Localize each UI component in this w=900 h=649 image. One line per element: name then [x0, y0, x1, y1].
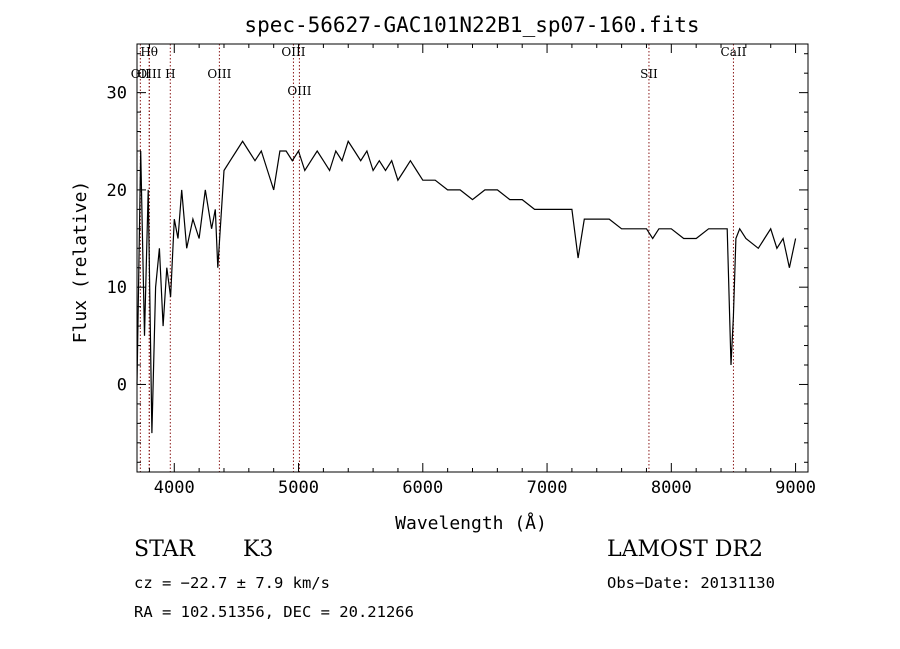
coordinates: RA = 102.51356, DEC = 20.21266: [134, 603, 414, 621]
line-marker-label: OIII: [137, 67, 161, 81]
line-marker-label: OIII: [281, 45, 305, 59]
x-tick-label: 9000: [775, 478, 816, 498]
x-tick-label: 5000: [278, 478, 319, 498]
line-marker-label: H: [165, 67, 175, 81]
line-marker-label: SII: [640, 67, 658, 81]
object-class: STAR: [134, 537, 195, 562]
spectrum-line: [136, 139, 797, 434]
plot-area: [136, 139, 797, 434]
y-tick-label: 0: [117, 375, 127, 395]
line-marker-label: OII: [131, 67, 151, 81]
obs-date: Obs−Date: 20131130: [607, 574, 775, 592]
x-tick-label: 4000: [154, 478, 195, 498]
x-tick-label: 6000: [402, 478, 443, 498]
x-tick-label: 7000: [527, 478, 568, 498]
survey-label: LAMOST DR2: [607, 537, 763, 562]
line-marker-label: OIII: [207, 67, 231, 81]
line-marker-label: CaII: [721, 45, 747, 59]
chart-title: spec-56627-GAC101N22B1_sp07-160.fits: [244, 13, 699, 37]
y-tick-label: 30: [107, 84, 127, 104]
line-marker-label: OIII: [287, 84, 311, 98]
redshift-cz: cz = −22.7 ± 7.9 km/s: [134, 574, 330, 592]
y-tick-label: 20: [107, 181, 127, 201]
y-tick-label: 10: [107, 278, 127, 298]
x-tick-label: 8000: [651, 478, 692, 498]
x-axis-label: Wavelength (Å): [395, 512, 547, 534]
plot-frame: [136, 43, 809, 473]
y-axis-label: Flux (relative): [70, 181, 91, 344]
axes: 4000 5000 6000 7000 8000 9000 0 10 20 30: [107, 43, 816, 498]
object-subclass: K3: [243, 537, 274, 562]
